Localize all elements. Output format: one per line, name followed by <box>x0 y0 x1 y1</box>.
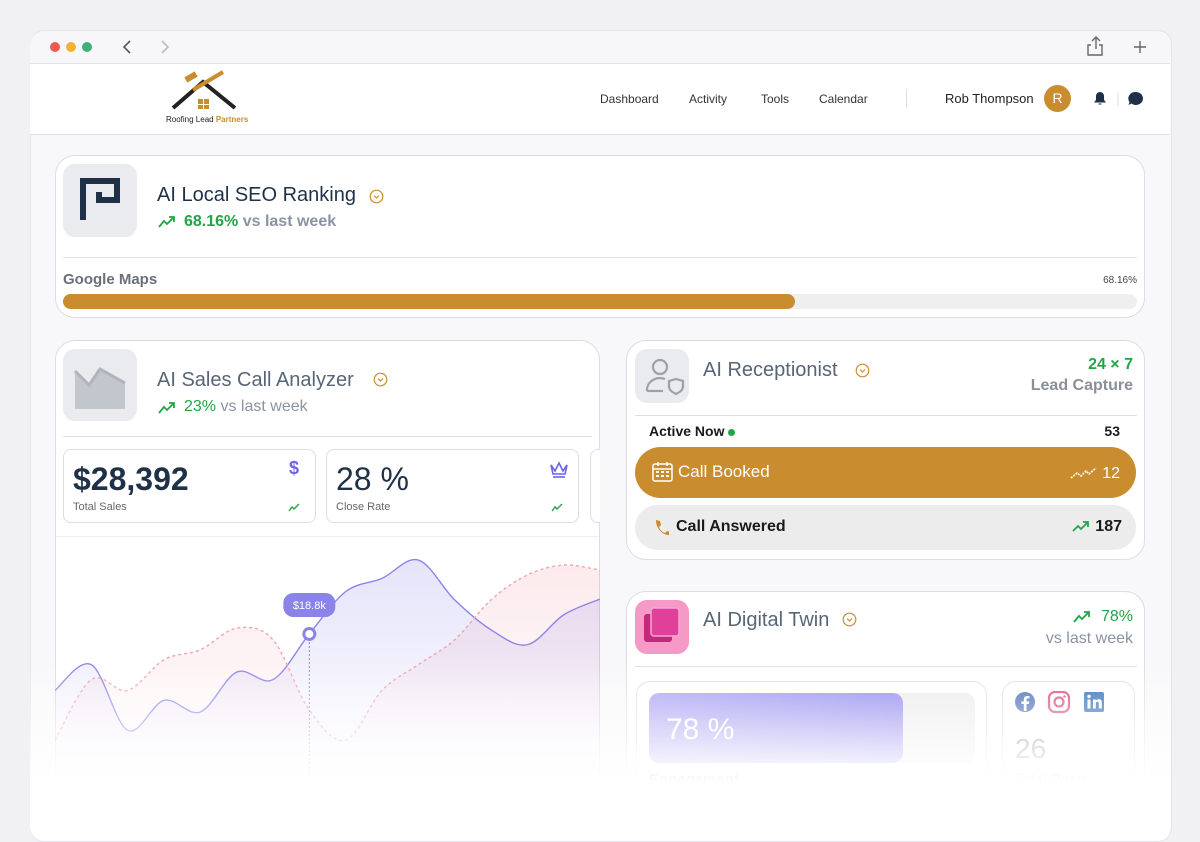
availability: 24 × 7 <box>1088 356 1133 373</box>
stat-card <box>63 449 316 523</box>
card-subtitle: Lead Capture <box>1030 377 1133 394</box>
row-value: 187 <box>1095 518 1122 535</box>
active-label: Active Now <box>649 423 725 439</box>
change-note: vs last week <box>1045 630 1133 647</box>
tooltip-box <box>283 592 336 617</box>
minimize-dot[interactable] <box>66 42 76 52</box>
user-name[interactable]: Rob Thompson <box>945 91 1034 106</box>
change-value: 68.16% <box>184 213 239 230</box>
divider <box>63 257 1137 258</box>
divider <box>635 666 1137 667</box>
header-icons <box>1094 91 1143 106</box>
stat-card <box>326 449 579 523</box>
trend-up-icon <box>158 216 175 228</box>
notifications[interactable] <box>1094 92 1106 105</box>
row-label: Call Answered <box>676 518 786 535</box>
change-value: 78% <box>1100 608 1133 625</box>
dropdown-toggle[interactable] <box>373 372 388 387</box>
status-dot <box>728 428 736 436</box>
instagram-icon[interactable] <box>1047 691 1071 714</box>
messages[interactable] <box>1128 91 1143 105</box>
zoom-dot[interactable] <box>82 42 92 52</box>
progress-source: Google Maps <box>63 271 158 288</box>
change-note: vs last week <box>220 398 308 415</box>
nav-link[interactable]: Activity <box>689 92 728 106</box>
change-value: 23% <box>184 398 217 415</box>
share-button[interactable] <box>1087 36 1103 56</box>
digital-twin-icon <box>635 600 689 654</box>
divider <box>56 536 599 537</box>
trend-up-icon <box>551 503 563 512</box>
calendar-icon <box>652 462 673 482</box>
logo-accent: Partners <box>215 115 249 124</box>
seo-card <box>55 155 1145 318</box>
trend-up-icon <box>1073 611 1090 623</box>
card-title: AI Digital Twin <box>703 609 830 631</box>
engagement-value: 78 % <box>666 713 735 746</box>
nav-link[interactable]: Tools <box>761 92 790 106</box>
stat-label: Close Rate <box>336 501 391 513</box>
engagement-label: Engagement <box>649 771 740 788</box>
card-title: AI Sales Call Analyzer <box>157 369 354 391</box>
trend-up-icon <box>1070 467 1097 479</box>
logo-text: Roofing Lead Partners <box>166 115 248 124</box>
change-note: vs last week <box>242 213 337 230</box>
trend-up-icon <box>288 503 300 512</box>
stat-label: Total Sales <box>73 501 127 513</box>
divider <box>635 415 1137 416</box>
card-title: AI Receptionist <box>703 359 838 381</box>
dropdown-toggle[interactable] <box>855 363 870 378</box>
trend-up-icon <box>158 402 175 414</box>
dropdown-toggle[interactable] <box>369 189 384 204</box>
active-status: Active Now <box>649 423 736 439</box>
trend-up-icon <box>1072 521 1089 532</box>
forward-button[interactable] <box>161 40 170 54</box>
call-booked-row[interactable] <box>635 447 1136 498</box>
back-button[interactable] <box>122 40 131 54</box>
dropdown-toggle[interactable] <box>842 612 857 627</box>
row-value: 12 <box>1102 465 1120 482</box>
progress-track <box>63 294 1137 309</box>
active-count: 53 <box>1104 423 1120 439</box>
posts-label: Total Posts <box>1015 771 1089 788</box>
crown-icon <box>550 461 568 478</box>
progress-fill <box>63 294 796 309</box>
user-avatar[interactable]: R <box>1044 85 1071 112</box>
dollar-icon: $ <box>289 458 300 478</box>
progress-label: 68.16% <box>1103 275 1137 286</box>
close-dot[interactable] <box>50 42 60 52</box>
new-tab-button[interactable] <box>1134 41 1146 53</box>
stat-value: 28 % <box>336 461 409 497</box>
tooltip-label: $18.8k <box>293 600 327 612</box>
call-answered-row[interactable] <box>635 505 1136 550</box>
sales-chart: $18.8k <box>55 558 600 800</box>
posts-value: 26 <box>1015 733 1047 764</box>
change-row: 68.16% vs last week <box>184 213 336 231</box>
divider <box>63 436 592 437</box>
nav-link[interactable]: Dashboard <box>600 92 659 106</box>
logo-mark <box>171 70 237 110</box>
receptionist-icon <box>635 349 689 403</box>
browser-toolbar <box>30 31 1170 63</box>
browser-controls <box>50 36 1146 56</box>
sales-icon <box>63 349 137 421</box>
divider <box>906 89 907 107</box>
card-title: AI Local SEO Ranking <box>157 184 356 206</box>
social-icons <box>1015 691 1104 714</box>
stat-value: $28,392 <box>73 461 189 497</box>
stat-card <box>590 449 600 523</box>
change-row: 23% vs last week <box>184 398 308 416</box>
nav-link[interactable]: Calendar <box>819 92 868 106</box>
seo-icon <box>63 164 137 237</box>
phone-icon <box>656 520 669 536</box>
row-label: Call Booked <box>678 462 770 481</box>
highlight-point <box>302 626 317 641</box>
logo-name: Roofing Lead <box>166 115 214 124</box>
